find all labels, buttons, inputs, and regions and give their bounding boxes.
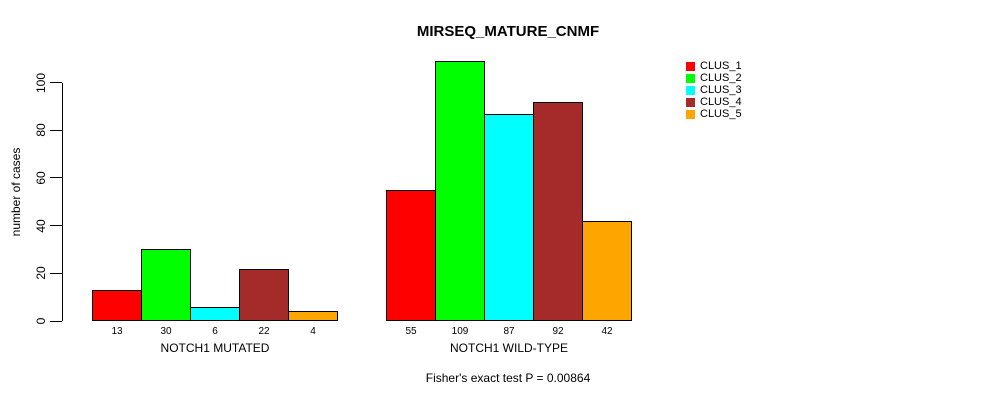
- bar-value-label: 30: [160, 326, 172, 337]
- bar-clus_2-wildtype: [435, 61, 485, 321]
- bar-clus_5-mutated: [288, 311, 338, 321]
- chart-title: MIRSEQ_MATURE_CNMF: [416, 23, 600, 40]
- bar-clus_4-mutated: [239, 269, 289, 321]
- y-axis-tick-label: 20: [34, 266, 48, 280]
- bar-value-label: 87: [503, 326, 515, 337]
- legend-swatch-clus_2: [686, 74, 695, 83]
- y-axis-tick-label: 80: [34, 123, 48, 137]
- bar-value-label: 109: [451, 326, 469, 337]
- legend-label-clus_3: CLUS_3: [700, 84, 742, 96]
- y-axis-tick: [50, 129, 62, 131]
- bar-clus_5-wildtype: [582, 221, 632, 321]
- legend-swatch-clus_1: [686, 62, 695, 71]
- bar-clus_2-mutated: [141, 249, 191, 321]
- y-axis-tick-label: 0: [34, 317, 48, 325]
- bar-clus_4-wildtype: [533, 102, 583, 321]
- legend-label-clus_5: CLUS_5: [700, 108, 742, 120]
- y-axis-tick: [50, 82, 62, 83]
- bar-value-label: 6: [212, 326, 218, 337]
- legend-label-clus_2: CLUS_2: [700, 72, 742, 84]
- y-axis-tick: [50, 320, 62, 322]
- y-axis-tick: [50, 177, 62, 179]
- bar-value-label: 4: [310, 326, 316, 337]
- x-group-label: NOTCH1 WILD-TYPE: [449, 341, 569, 355]
- y-axis-label: number of cases: [9, 147, 23, 237]
- y-axis-tick: [50, 272, 62, 274]
- y-axis-line: [62, 82, 63, 321]
- y-axis-tick-label: 40: [34, 218, 48, 233]
- legend-swatch-clus_5: [686, 110, 695, 119]
- bar-value-label: 92: [552, 326, 564, 337]
- legend-label-clus_1: CLUS_1: [700, 60, 742, 72]
- legend-swatch-clus_4: [686, 98, 695, 107]
- y-axis-tick-label: 60: [34, 171, 48, 185]
- bar-clus_3-mutated: [190, 307, 240, 321]
- y-axis-tick-label: 100: [34, 72, 48, 93]
- bar-clus_1-wildtype: [386, 190, 436, 321]
- legend-swatch-clus_3: [686, 86, 695, 95]
- y-axis-tick: [50, 225, 62, 227]
- bar-value-label: 42: [601, 326, 613, 337]
- x-group-label: NOTCH1 MUTATED: [160, 341, 270, 355]
- legend-label-clus_4: CLUS_4: [700, 96, 742, 108]
- caption-fisher-test: Fisher's exact test P = 0.00864: [425, 371, 591, 385]
- bar-value-label: 13: [111, 326, 123, 337]
- bar-value-label: 22: [258, 326, 270, 337]
- bar-clus_3-wildtype: [484, 114, 534, 321]
- bar-value-label: 55: [405, 326, 417, 337]
- bar-clus_1-mutated: [92, 290, 142, 321]
